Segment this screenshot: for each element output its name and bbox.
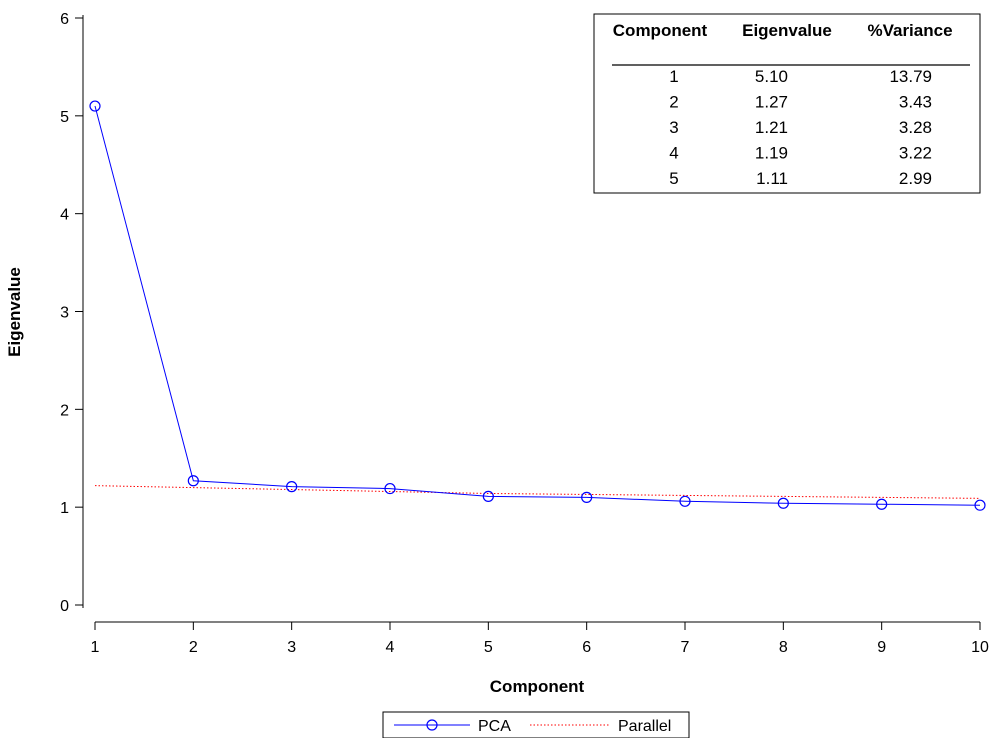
inset-cell: 13.79 xyxy=(889,67,932,86)
inset-header-component: Component xyxy=(613,21,708,40)
data-point-pca xyxy=(187,475,199,487)
x-tick-label: 2 xyxy=(189,639,198,656)
inset-header-variance: %Variance xyxy=(867,21,952,40)
legend-label-parallel: Parallel xyxy=(618,718,671,735)
legend-frame xyxy=(382,711,690,738)
y-tick-label: 1 xyxy=(60,500,69,517)
inset-cell: 1 xyxy=(669,67,678,86)
x-tick-label: 10 xyxy=(971,639,989,656)
series-layer xyxy=(89,100,986,511)
x-tick-label: 9 xyxy=(877,639,886,656)
data-point-pca xyxy=(384,482,396,495)
data-point-pca xyxy=(286,481,298,493)
x-tick-label: 3 xyxy=(287,639,296,656)
inset-cell: 2.99 xyxy=(899,169,932,188)
inset-cell: 1.11 xyxy=(756,169,788,188)
data-point-pca xyxy=(679,495,691,507)
inset-table: Component Eigenvalue %Variance 1 5.10 13.7… xyxy=(593,13,981,194)
inset-cell: 3.43 xyxy=(899,93,932,112)
series-line-parallel xyxy=(94,485,981,499)
inset-cell: 1.19 xyxy=(755,144,788,163)
inset-cell: 2 xyxy=(669,93,678,112)
x-tick-label: 8 xyxy=(779,639,788,656)
inset-cell: 3.28 xyxy=(899,118,932,137)
y-tick-label: 6 xyxy=(60,11,69,28)
x-tick-label: 1 xyxy=(91,639,100,656)
data-point-pca xyxy=(974,499,986,511)
inset-cell: 5.10 xyxy=(755,67,788,86)
x-axis-label: Component xyxy=(490,677,585,696)
y-tick-label: 4 xyxy=(60,207,69,224)
inset-cell: 1.27 xyxy=(755,93,788,112)
series-line-pca xyxy=(94,105,981,506)
legend: PCA Parallel xyxy=(382,711,690,738)
x-ticks: 1 2 3 4 5 6 7 8 9 10 xyxy=(91,622,989,656)
x-tick-label: 4 xyxy=(386,639,395,656)
x-tick-label: 5 xyxy=(484,639,493,656)
inset-table-frame xyxy=(593,13,981,194)
inset-cell: 5 xyxy=(669,169,678,188)
x-tick-label: 6 xyxy=(582,639,591,656)
y-tick-label: 2 xyxy=(60,402,69,419)
data-point-pca xyxy=(482,490,494,503)
data-point-pca xyxy=(89,100,101,112)
y-axis-label: Eigenvalue xyxy=(5,267,24,357)
data-point-pca xyxy=(581,491,593,503)
y-tick-label: 0 xyxy=(60,598,69,615)
inset-cell: 1.21 xyxy=(755,118,788,137)
inset-rows: 1 5.10 13.79 2 1.27 3.43 3 1.21 3.28 4 1.19 3.22 5 1.… xyxy=(669,67,932,188)
legend-label-pca: PCA xyxy=(478,718,511,735)
legend-marker-pca xyxy=(426,719,438,731)
inset-header-eigenvalue: Eigenvalue xyxy=(742,21,832,40)
y-tick-label: 3 xyxy=(60,305,69,322)
inset-cell: 4 xyxy=(669,144,678,163)
data-point-pca xyxy=(876,498,888,510)
data-point-pca xyxy=(777,497,789,509)
y-ticks: 0 1 2 3 4 5 6 xyxy=(60,11,83,615)
y-tick-label: 5 xyxy=(60,109,69,126)
x-tick-label: 7 xyxy=(681,639,690,656)
legend-items: PCA Parallel xyxy=(394,718,671,735)
inset-cell: 3.22 xyxy=(899,144,932,163)
inset-cell: 3 xyxy=(669,118,678,137)
